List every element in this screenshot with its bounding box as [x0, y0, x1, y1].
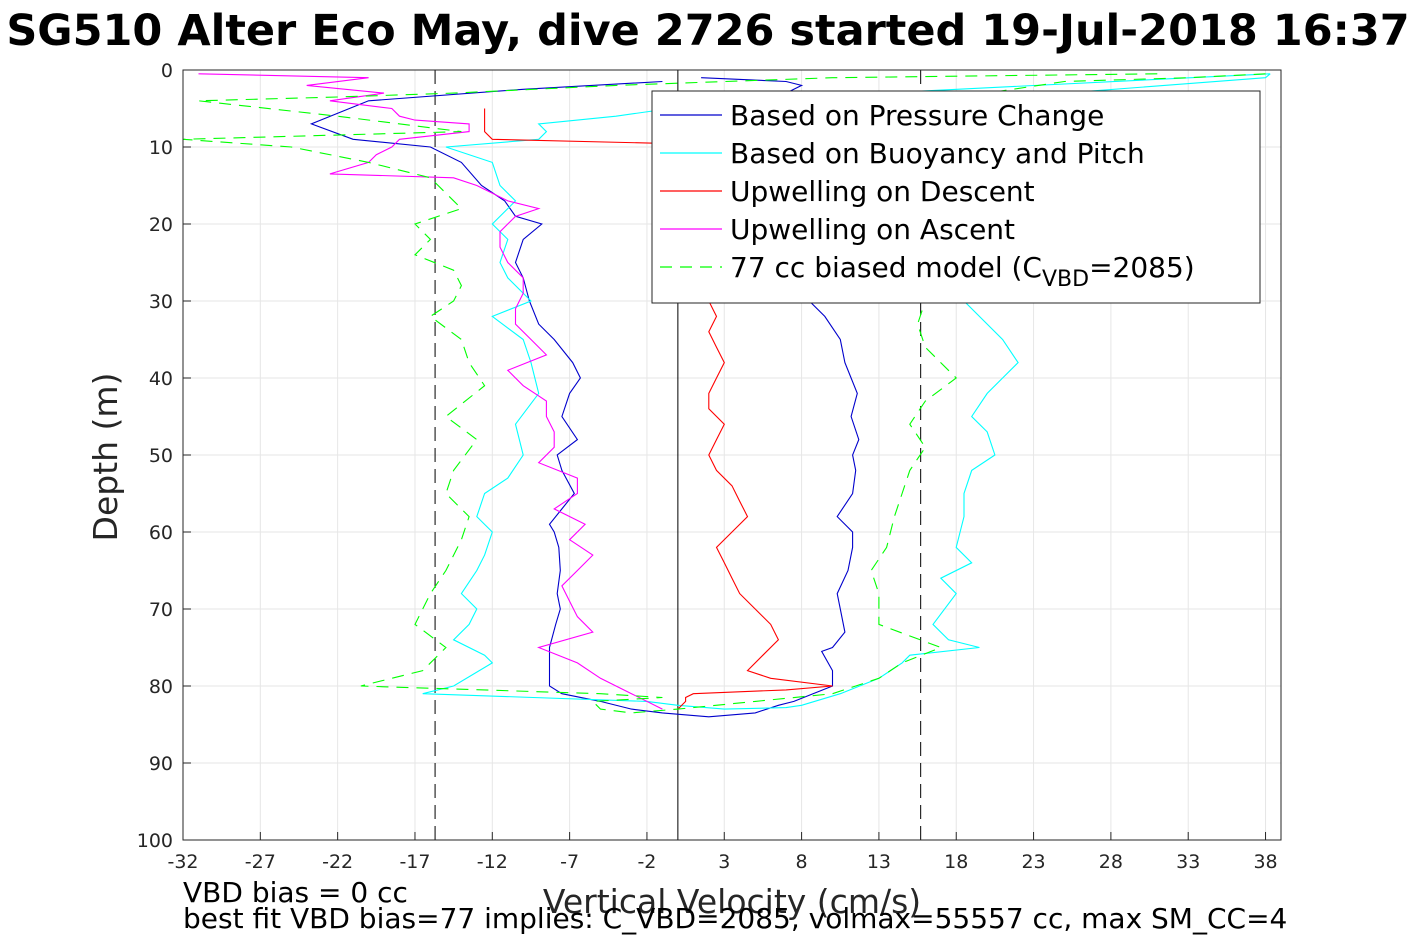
legend-label-2: Upwelling on Descent: [730, 175, 1035, 208]
x-tick-label-2: -22: [322, 851, 353, 873]
legend-label-3: Upwelling on Ascent: [730, 213, 1015, 246]
series-group: [182, 73, 1271, 718]
x-tick-label-12: 28: [1099, 851, 1123, 873]
y-tick-label-9: 90: [149, 753, 173, 775]
x-tick-label-0: -32: [167, 851, 198, 873]
y-axis-label: Depth (m): [86, 373, 125, 542]
series-line-0: [309, 77, 860, 718]
x-tick-labels: -32 -27 -22 -17 -12 -7 -2 3 8 13 18 23 28 33 38: [167, 832, 1278, 873]
y-tick-label-7: 70: [149, 599, 173, 621]
x-axis-label: Vertical Velocity (cm/s): [543, 882, 921, 921]
footer-line-2: best fit VBD bias=77 implies: C_VBD=2085…: [183, 902, 1287, 935]
x-tick-label-8: 8: [796, 851, 808, 873]
y-tick-label-4: 40: [149, 368, 173, 390]
y-tick-label-0: 0: [161, 60, 173, 82]
x-tick-label-4: -12: [477, 851, 508, 873]
x-tick-label-5: -7: [560, 851, 579, 873]
footer-line-1: VBD bias = 0 cc: [183, 876, 408, 909]
legend: Based on Pressure Change Based on Buoyanc…: [651, 90, 1261, 304]
legend-label-4: 77 cc biased model (CVBD=2085): [730, 251, 1195, 292]
x-tick-label-6: -2: [637, 851, 656, 873]
y-tick-label-2: 20: [149, 214, 173, 236]
y-tick-label-8: 80: [149, 676, 173, 698]
x-tick-label-13: 33: [1176, 851, 1200, 873]
legend-label-1: Based on Buoyancy and Pitch: [730, 137, 1145, 170]
x-tick-label-7: 3: [718, 851, 730, 873]
y-tick-label-1: 10: [149, 137, 173, 159]
y-tick-label-3: 30: [149, 291, 173, 313]
legend-label-0: Based on Pressure Change: [730, 99, 1104, 132]
y-tick-labels: 0 10 20 30 40 50 60 70 80 90 100: [137, 60, 191, 852]
x-tick-label-11: 23: [1021, 851, 1045, 873]
y-tick-label-5: 50: [149, 445, 173, 467]
y-tick-label-6: 60: [149, 522, 173, 544]
y-tick-label-10: 100: [137, 830, 173, 852]
x-tick-label-1: -27: [245, 851, 276, 873]
x-tick-label-10: 18: [944, 851, 968, 873]
chart-title: SG510 Alter Eco May, dive 2726 started 1…: [6, 6, 1409, 56]
series-line-4: [182, 73, 1266, 714]
x-tick-label-3: -17: [399, 851, 430, 873]
series-line-3: [198, 73, 663, 710]
series-line-1: [422, 73, 1271, 710]
x-tick-label-14: 38: [1253, 851, 1277, 873]
x-tick-label-9: 13: [867, 851, 891, 873]
legend-box: [651, 90, 1261, 304]
